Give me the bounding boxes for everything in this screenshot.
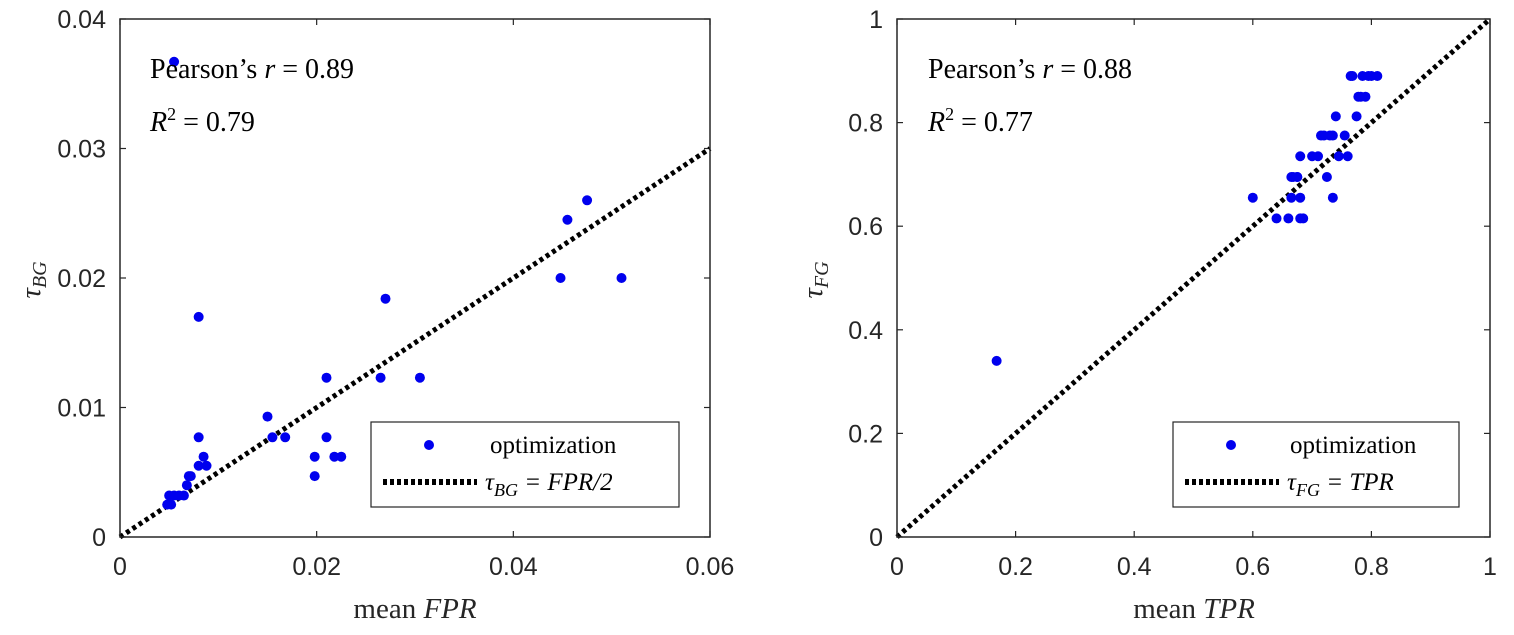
right-data-point bbox=[1372, 70, 1383, 81]
left-data-point bbox=[198, 451, 209, 462]
left-y-tick-label: 0.02 bbox=[57, 265, 106, 293]
right-data-point bbox=[1295, 151, 1306, 162]
right-r2-annotation: R2 = 0.77 bbox=[927, 104, 1033, 138]
left-y-tick-label: 0.04 bbox=[57, 6, 106, 34]
left-reference-line bbox=[118, 146, 712, 540]
right-data-point bbox=[1347, 70, 1358, 81]
right-pearson-annotation: Pearson’s r = 0.88 bbox=[928, 54, 1132, 85]
right-y-tick-label: 0.8 bbox=[848, 110, 883, 138]
left-data-point bbox=[178, 490, 189, 501]
left-x-tick-label: 0.04 bbox=[489, 553, 538, 581]
left-plot-frame bbox=[119, 18, 711, 538]
left-x-tick-label: 0 bbox=[113, 553, 127, 581]
left-pearson-annotation: Pearson’s r = 0.89 bbox=[150, 54, 354, 85]
left-data-point bbox=[164, 490, 175, 501]
left-x-axis-title: mean FPR bbox=[353, 593, 476, 625]
right-legend: optimization τFG = TPR bbox=[1172, 421, 1460, 508]
left-data-point bbox=[193, 311, 204, 322]
left-data-point bbox=[280, 432, 291, 443]
right-data-point bbox=[1360, 91, 1371, 102]
right-y-axis-title: τFG bbox=[797, 261, 833, 299]
left-data-point bbox=[380, 293, 391, 304]
left-y-tick-label: 0.03 bbox=[57, 136, 106, 164]
right-x-tick-label: 1 bbox=[1483, 553, 1497, 581]
left-data-point bbox=[562, 214, 573, 225]
right-data-point bbox=[1342, 151, 1353, 162]
left-r2-annotation: R2 = 0.79 bbox=[149, 104, 255, 138]
left-data-point bbox=[267, 432, 278, 443]
right-y-tick-label: 0.2 bbox=[848, 420, 883, 448]
right-data-point bbox=[1292, 171, 1303, 182]
right-x-tick-label: 0.8 bbox=[1354, 553, 1389, 581]
right-y-tick-label: 1 bbox=[869, 6, 883, 34]
left-data-point bbox=[555, 273, 566, 283]
left-legend-line-label: τBG = FPR/2 bbox=[485, 469, 613, 500]
left-data-point bbox=[185, 471, 196, 482]
right-data-point bbox=[991, 355, 1002, 366]
left-data-point bbox=[262, 411, 273, 422]
right-data-point bbox=[1327, 192, 1338, 203]
right-data-point bbox=[1339, 130, 1350, 141]
right-x-tick-label: 0.6 bbox=[1235, 553, 1270, 581]
right-data-point bbox=[1247, 192, 1258, 203]
right-legend-box bbox=[1172, 421, 1460, 508]
right-chart: 0 0.2 0.4 0.6 0.8 1 0 0.2 0.4 0.6 0.8 1 Pearson’s r… bbox=[797, 6, 1497, 625]
left-data-point bbox=[414, 372, 425, 383]
left-legend-scatter-label: optimization bbox=[490, 432, 617, 459]
left-y-axis-title: τBG bbox=[15, 261, 51, 299]
left-data-point bbox=[309, 451, 320, 462]
right-data-point bbox=[1351, 111, 1362, 122]
left-data-point bbox=[375, 372, 386, 383]
left-chart: 0 0.02 0.04 0.06 0 0.01 0.02 0.03 0.04 Pearson’s… bbox=[15, 6, 734, 625]
right-data-point bbox=[1321, 171, 1332, 182]
left-data-point bbox=[193, 460, 204, 471]
left-data-point bbox=[321, 432, 332, 443]
right-data-point bbox=[1271, 213, 1282, 224]
right-x-tick-label: 0.2 bbox=[998, 553, 1033, 581]
right-y-tick-label: 0.6 bbox=[848, 213, 883, 241]
right-data-point bbox=[1333, 151, 1344, 162]
left-data-point bbox=[582, 195, 593, 206]
right-data-point bbox=[1295, 192, 1306, 203]
right-legend-marker bbox=[1226, 440, 1236, 450]
left-x-tick-label: 0.02 bbox=[292, 553, 341, 581]
left-data-point bbox=[321, 372, 332, 383]
left-legend-box bbox=[370, 421, 680, 508]
right-legend-scatter-label: optimization bbox=[1290, 432, 1417, 459]
right-data-point bbox=[1283, 213, 1294, 224]
left-y-tick-label: 0.01 bbox=[57, 395, 106, 423]
left-data-point bbox=[193, 432, 204, 443]
right-reference-line bbox=[895, 17, 1492, 539]
right-y-tick-label: 0.4 bbox=[848, 317, 883, 345]
right-data-point bbox=[1313, 151, 1324, 162]
right-x-tick-label: 0 bbox=[890, 553, 904, 581]
right-legend-line-label: τFG = TPR bbox=[1287, 469, 1394, 500]
left-data-point bbox=[166, 499, 177, 510]
left-legend: optimization τBG = FPR/2 bbox=[370, 421, 680, 508]
left-data-point bbox=[616, 273, 627, 283]
left-legend-marker bbox=[424, 440, 434, 450]
right-data-point bbox=[1330, 111, 1341, 122]
right-data-point bbox=[1298, 213, 1309, 224]
right-x-axis-title: mean TPR bbox=[1133, 593, 1255, 625]
left-y-tick-label: 0 bbox=[92, 524, 106, 552]
right-x-tick-label: 0.4 bbox=[1117, 553, 1152, 581]
left-data-point bbox=[169, 56, 180, 67]
left-data-point bbox=[181, 480, 192, 491]
left-data-point bbox=[201, 460, 212, 471]
right-plot-frame bbox=[896, 18, 1491, 538]
right-y-tick-label: 0 bbox=[869, 524, 883, 552]
left-data-point bbox=[309, 471, 320, 482]
right-data-point bbox=[1286, 192, 1297, 203]
left-data-point bbox=[329, 451, 340, 462]
left-data-point bbox=[336, 451, 347, 462]
left-x-tick-label: 0.06 bbox=[686, 553, 735, 581]
right-data-point bbox=[1327, 130, 1338, 141]
